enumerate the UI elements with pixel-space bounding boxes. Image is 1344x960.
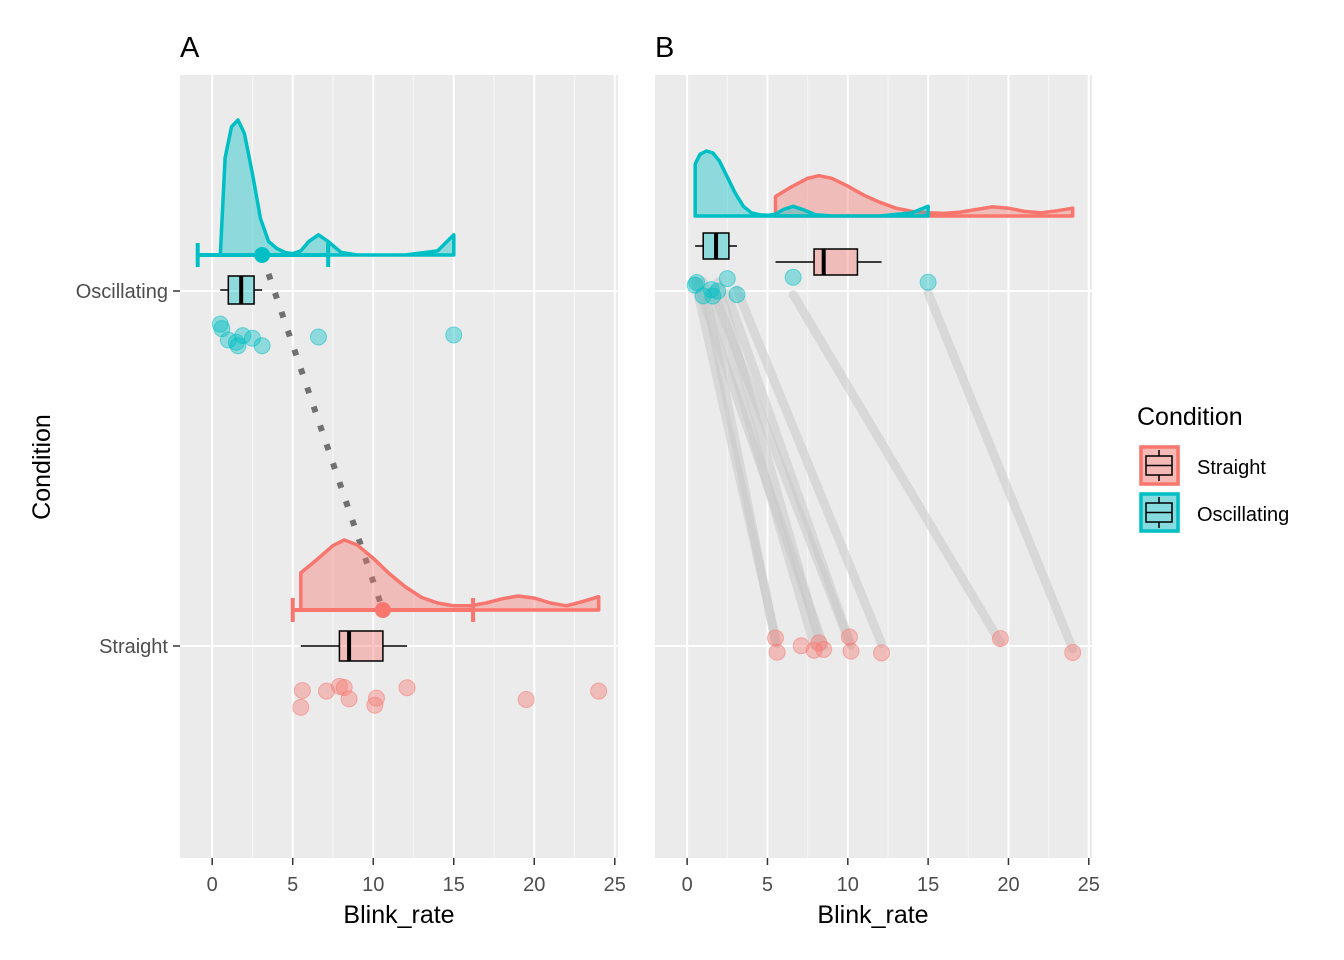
data-point bbox=[704, 287, 722, 305]
x-tick-label: 10 bbox=[837, 874, 859, 896]
data-point bbox=[335, 678, 353, 696]
mean-point-straight bbox=[374, 602, 391, 618]
panel-b-x-ticks: 0 5 10 15 20 25 bbox=[682, 858, 1100, 896]
mean-point-oscillating bbox=[254, 247, 271, 263]
density-straight bbox=[299, 538, 601, 612]
y-tick-label-straight: Straight bbox=[99, 636, 168, 658]
data-point bbox=[318, 682, 336, 700]
data-point bbox=[784, 268, 802, 286]
panel-a-title: A bbox=[180, 32, 200, 64]
panel-a-x-ticks: 0 5 10 15 20 25 bbox=[207, 858, 626, 896]
x-tick-label: 20 bbox=[523, 874, 545, 896]
x-tick-label: 25 bbox=[604, 874, 626, 896]
x-tick-label: 5 bbox=[287, 874, 298, 896]
x-tick-label: 20 bbox=[997, 874, 1019, 896]
x-tick-label: 0 bbox=[207, 874, 218, 896]
data-point bbox=[292, 698, 310, 716]
data-point bbox=[792, 637, 810, 655]
data-point bbox=[293, 681, 311, 699]
density-oscillating bbox=[218, 118, 456, 257]
x-tick-label: 25 bbox=[1078, 874, 1100, 896]
mean-connector-line bbox=[259, 254, 386, 611]
data-point bbox=[340, 690, 358, 708]
pair-line bbox=[732, 285, 887, 649]
panel-a-y-ticks: Straight Oscillating bbox=[76, 281, 180, 658]
panel-b-x-axis-title: Blink_rate bbox=[817, 901, 928, 929]
pair-line bbox=[923, 288, 1078, 654]
x-tick-label: 15 bbox=[443, 874, 465, 896]
data-point bbox=[842, 642, 860, 660]
data-point bbox=[1064, 643, 1082, 661]
x-tick-label: 0 bbox=[682, 874, 693, 896]
data-point bbox=[709, 282, 727, 300]
panel-a-x-axis-title: Blink_rate bbox=[343, 901, 454, 929]
panel-a-marks bbox=[195, 118, 608, 716]
y-tick-label-oscillating: Oscillating bbox=[76, 281, 168, 303]
data-point bbox=[234, 327, 252, 345]
data-point bbox=[517, 690, 535, 708]
box-straight bbox=[813, 248, 859, 276]
x-tick-label: 5 bbox=[762, 874, 773, 896]
pair-line bbox=[690, 276, 782, 649]
panel-a: A 0 5 10 15 20 25 Straight Oscillating Blink_r… bbox=[76, 32, 626, 929]
x-tick-label: 10 bbox=[362, 874, 384, 896]
data-point bbox=[445, 326, 463, 344]
data-point bbox=[366, 696, 384, 714]
legend-label-straight: Straight bbox=[1197, 457, 1266, 479]
legend: Condition Straight Oscillating bbox=[1137, 403, 1289, 533]
panel-b-marks bbox=[686, 149, 1082, 662]
legend-title: Condition bbox=[1137, 403, 1243, 431]
data-point bbox=[229, 337, 247, 355]
data-point bbox=[919, 273, 937, 291]
data-point bbox=[766, 629, 784, 647]
data-point bbox=[728, 286, 746, 304]
data-point bbox=[702, 281, 720, 299]
y-axis-title: Condition bbox=[28, 414, 56, 520]
data-point bbox=[815, 640, 833, 658]
data-point bbox=[367, 689, 385, 707]
x-tick-label: 15 bbox=[917, 874, 939, 896]
data-point bbox=[768, 643, 786, 661]
data-point bbox=[718, 270, 736, 288]
pair-line bbox=[722, 289, 856, 650]
data-point bbox=[873, 644, 891, 662]
panel-b: B 0 5 10 15 20 25 Blink_rate bbox=[655, 32, 1100, 929]
data-point bbox=[253, 337, 271, 355]
legend-items: Straight Oscillating bbox=[1139, 445, 1289, 533]
panel-a-grid bbox=[180, 75, 618, 858]
data-point bbox=[840, 628, 858, 646]
pair-line bbox=[692, 277, 829, 651]
density-oscillating bbox=[693, 149, 930, 218]
data-point bbox=[309, 328, 327, 346]
box-straight bbox=[338, 630, 384, 662]
legend-label-oscillating: Oscillating bbox=[1197, 504, 1289, 526]
data-point bbox=[398, 679, 416, 697]
data-point bbox=[590, 682, 608, 700]
data-point bbox=[991, 630, 1009, 648]
panel-b-title: B bbox=[655, 32, 674, 64]
pair-line bbox=[788, 290, 1005, 648]
